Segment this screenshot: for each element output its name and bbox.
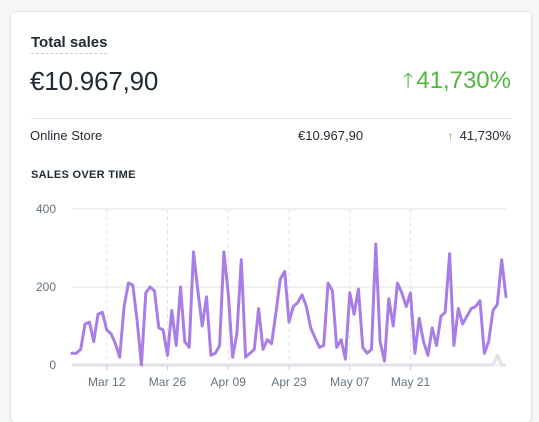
sales-series-line — [70, 242, 508, 367]
channel-change-value: 41,730% — [459, 128, 511, 143]
card-title[interactable]: Total sales — [31, 34, 108, 54]
channel-change: ↑ 41,730% — [448, 127, 511, 145]
y-tick-label: 200 — [36, 280, 56, 294]
channel-value: €10.967,90 — [298, 128, 364, 143]
sales-over-time-chart: 0 200 400 Mar 12 Mar 26 Apr 09 Apr 23 May 07 May… — [36, 202, 508, 389]
total-sales-card: Total sales €10.967,90 🡑 41,730% Online … — [11, 12, 531, 422]
channel-label: Online Store — [30, 128, 103, 143]
divider — [31, 118, 511, 119]
x-tick-label: May 07 — [330, 375, 370, 389]
arrow-up-icon: 🡑 — [402, 70, 414, 92]
total-change-value: 41,730% — [416, 67, 511, 94]
total-sales-amount: €10.967,90 — [30, 66, 159, 96]
y-tick-label: 0 — [49, 358, 56, 372]
comparison-series-line — [72, 353, 506, 367]
x-tick-label: Mar 26 — [149, 375, 187, 389]
arrow-up-icon: ↑ — [447, 129, 454, 143]
channel-row-online-store: Online Store €10.967,90 ↑ 41,730% — [30, 127, 511, 145]
y-tick-label: 400 — [36, 202, 56, 216]
x-tick-label: Apr 09 — [211, 375, 247, 389]
x-tick-label: Apr 23 — [271, 375, 307, 389]
x-tick-label: Mar 12 — [88, 375, 126, 389]
section-title: SALES OVER TIME — [31, 169, 136, 181]
x-tick-label: May 21 — [391, 375, 431, 389]
total-sales-change: 🡑 41,730% — [403, 65, 511, 97]
